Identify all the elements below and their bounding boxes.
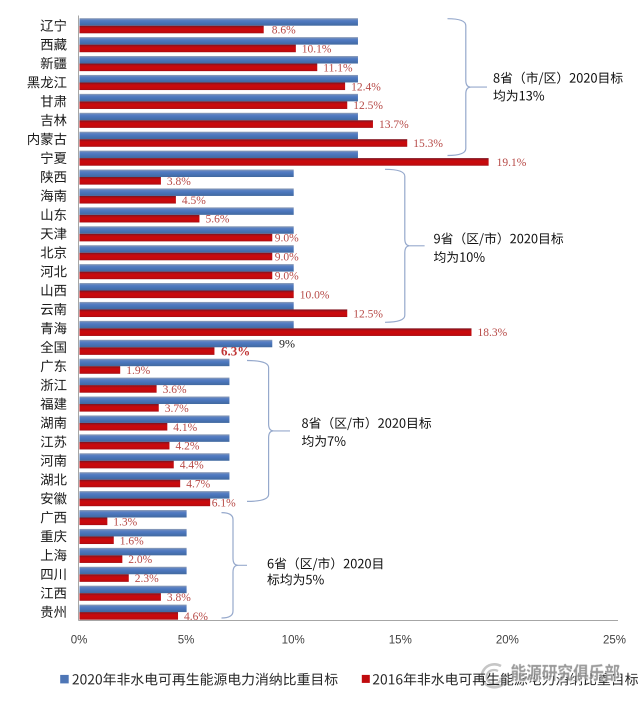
svg-text:11.1%: 11.1% xyxy=(323,62,353,74)
svg-text:10.0%: 10.0% xyxy=(300,289,330,301)
svg-text:4.4%: 4.4% xyxy=(180,460,204,472)
svg-text:20%: 20% xyxy=(496,635,519,647)
svg-text:8.6%: 8.6% xyxy=(272,25,296,37)
svg-text:10%: 10% xyxy=(282,635,305,647)
svg-text:4.2%: 4.2% xyxy=(176,441,200,453)
svg-text:4.1%: 4.1% xyxy=(173,422,197,434)
svg-text:5.6%: 5.6% xyxy=(206,214,230,226)
svg-text:15.3%: 15.3% xyxy=(413,138,443,150)
svg-text:3.7%: 3.7% xyxy=(165,403,189,415)
svg-text:3.8%: 3.8% xyxy=(167,592,191,604)
svg-text:4.5%: 4.5% xyxy=(182,195,206,207)
svg-text:3.8%: 3.8% xyxy=(167,176,191,188)
svg-text:15%: 15% xyxy=(389,635,412,647)
svg-text:9.0%: 9.0% xyxy=(275,252,299,264)
svg-text:12.5%: 12.5% xyxy=(353,100,383,112)
svg-text:9.0%: 9.0% xyxy=(275,271,299,283)
svg-text:4.7%: 4.7% xyxy=(186,479,210,491)
svg-text:3.6%: 3.6% xyxy=(163,384,187,396)
svg-text:13.7%: 13.7% xyxy=(379,119,409,131)
svg-text:1.9%: 1.9% xyxy=(126,365,150,377)
svg-text:19.1%: 19.1% xyxy=(497,157,527,169)
svg-text:4.6%: 4.6% xyxy=(184,611,208,623)
svg-text:12.4%: 12.4% xyxy=(351,81,381,93)
svg-text:9%: 9% xyxy=(279,337,295,351)
svg-text:9.0%: 9.0% xyxy=(275,233,299,245)
svg-text:0%: 0% xyxy=(71,635,88,647)
svg-text:2.3%: 2.3% xyxy=(135,573,159,585)
svg-text:6.1%: 6.1% xyxy=(212,497,236,509)
svg-text:25%: 25% xyxy=(603,635,626,647)
svg-text:18.3%: 18.3% xyxy=(478,327,508,339)
svg-text:2.0%: 2.0% xyxy=(128,554,152,566)
svg-text:1.6%: 1.6% xyxy=(120,535,144,547)
svg-text:6.3%: 6.3% xyxy=(221,344,250,359)
svg-text:12.5%: 12.5% xyxy=(353,308,383,320)
svg-text:1.3%: 1.3% xyxy=(113,516,137,528)
svg-text:10.1%: 10.1% xyxy=(302,44,332,56)
svg-text:5%: 5% xyxy=(178,635,195,647)
